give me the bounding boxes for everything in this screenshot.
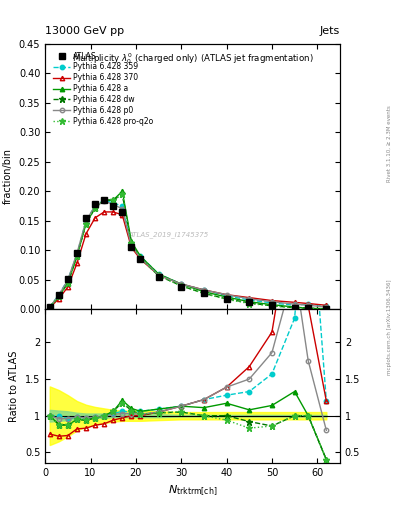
Y-axis label: Ratio to ATLAS: Ratio to ATLAS [9, 351, 19, 422]
Text: Rivet 3.1.10, ≥ 2.3M events: Rivet 3.1.10, ≥ 2.3M events [387, 105, 391, 182]
Text: Multiplicity $\lambda_0^0$ (charged only) (ATLAS jet fragmentation): Multiplicity $\lambda_0^0$ (charged only… [72, 52, 313, 67]
X-axis label: $N_{\mathrm{trktrm[ch]}}$: $N_{\mathrm{trktrm[ch]}}$ [168, 484, 217, 498]
Legend: ATLAS, Pythia 6.428 359, Pythia 6.428 370, Pythia 6.428 a, Pythia 6.428 dw, Pyth: ATLAS, Pythia 6.428 359, Pythia 6.428 37… [52, 50, 155, 127]
Text: Jets: Jets [320, 26, 340, 36]
Text: 13000 GeV pp: 13000 GeV pp [45, 26, 124, 36]
Text: ATLAS_2019_I1745375: ATLAS_2019_I1745375 [129, 231, 209, 239]
Text: mcplots.cern.ch [arXiv:1306.3436]: mcplots.cern.ch [arXiv:1306.3436] [387, 280, 391, 375]
Y-axis label: fraction/bin: fraction/bin [3, 148, 13, 204]
